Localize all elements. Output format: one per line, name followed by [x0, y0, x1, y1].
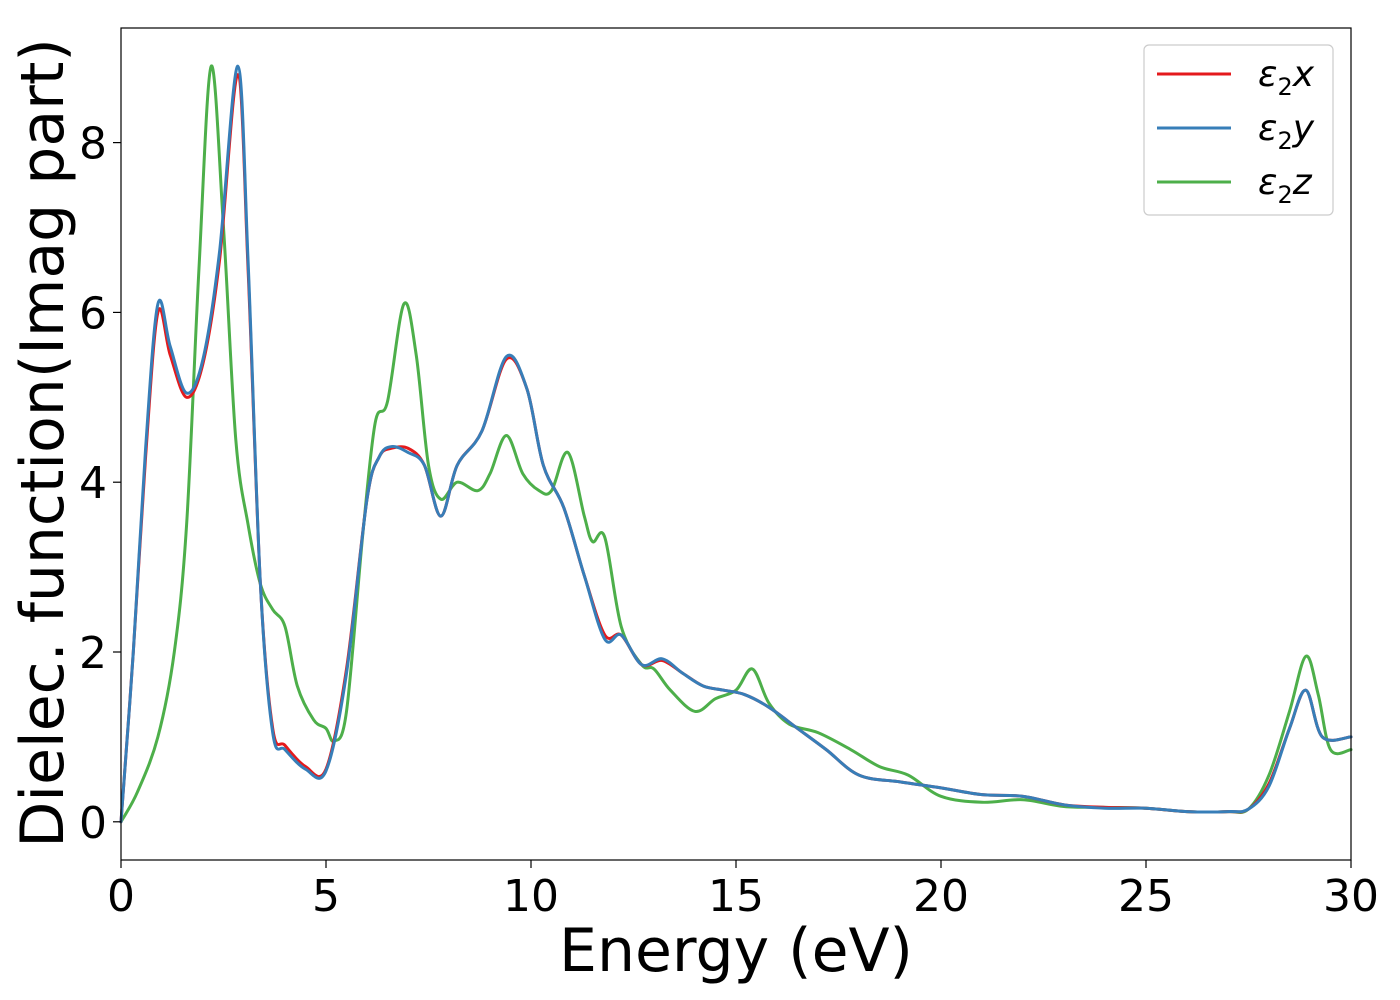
x-tick-label: 20: [913, 871, 969, 922]
y-tick-label: 0: [79, 798, 107, 849]
legend-label-z: ε2z: [1258, 162, 1313, 209]
x-tick-label: 30: [1323, 871, 1379, 922]
legend-label-y: ε2y: [1258, 108, 1315, 155]
y-tick-label: 4: [79, 458, 107, 509]
x-tick-label: 15: [708, 871, 764, 922]
plot-frame: [120, 27, 1352, 861]
x-tick-label: 10: [503, 871, 559, 922]
series-line-y: [119, 64, 1353, 824]
legend-label-x: ε2x: [1258, 54, 1315, 101]
y-tick-label: 8: [79, 119, 107, 170]
y-axis-title-group: Dielec. function(Imag part): [8, 38, 78, 848]
legend-box: [1143, 44, 1334, 216]
y-axis-ticks: 0 2 4 6 8: [79, 119, 121, 849]
x-tick-label: 0: [107, 871, 135, 922]
x-axis-title: Energy (eV): [559, 916, 913, 986]
x-tick-label: 25: [1118, 871, 1174, 922]
series-line-z: [119, 64, 1353, 824]
legend: ε2x ε2y ε2z: [1143, 44, 1334, 216]
y-axis-title: Dielec. function(Imag part): [8, 38, 78, 848]
plot-lines: [119, 64, 1353, 824]
x-axis-ticks: 0 5 10 15 20 25 30: [107, 860, 1379, 922]
x-tick-label: 5: [312, 871, 340, 922]
y-tick-label: 2: [79, 628, 107, 679]
y-tick-label: 6: [79, 288, 107, 339]
